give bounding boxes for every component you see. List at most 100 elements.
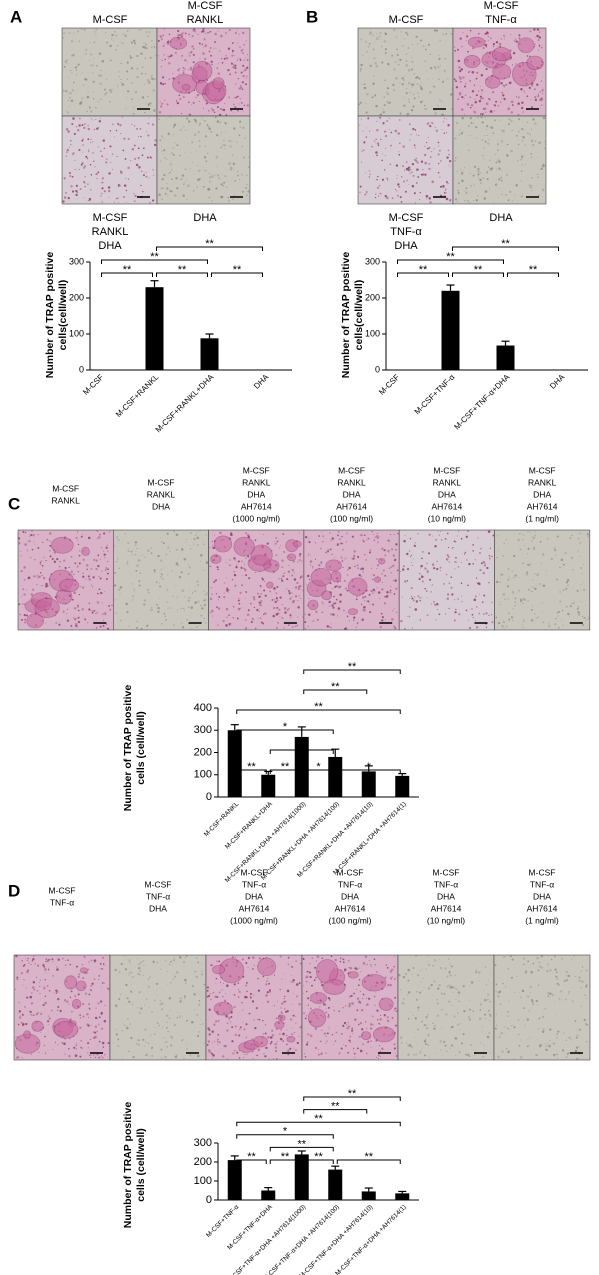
cell-dot bbox=[358, 595, 360, 597]
cell-dot bbox=[108, 172, 111, 175]
cell-dot bbox=[210, 54, 212, 57]
image-caption: RANKL bbox=[528, 477, 557, 487]
cell-dot bbox=[274, 1046, 278, 1049]
cell-dot bbox=[397, 183, 400, 186]
cell-dot bbox=[222, 139, 225, 142]
cell-dot bbox=[414, 542, 416, 544]
cell-dot bbox=[300, 561, 302, 563]
cell-dot bbox=[513, 1026, 516, 1029]
cell-dot bbox=[282, 1040, 284, 1042]
cell-dot bbox=[210, 587, 212, 589]
cell-dot bbox=[353, 619, 355, 621]
cell-dot bbox=[100, 591, 103, 595]
cell-dot bbox=[502, 94, 505, 97]
cell-dot bbox=[96, 611, 98, 614]
cell-dot bbox=[109, 101, 111, 103]
cell-dot bbox=[215, 977, 218, 980]
cell-dot bbox=[18, 1016, 22, 1019]
cell-dot bbox=[424, 173, 427, 176]
cell-dot bbox=[527, 600, 529, 602]
cell-dot bbox=[341, 542, 344, 545]
cell-dot bbox=[305, 1015, 308, 1017]
cell-dot bbox=[217, 599, 219, 601]
cell-dot bbox=[439, 1049, 441, 1051]
cell-dot bbox=[101, 967, 104, 970]
cell-dot bbox=[443, 1040, 446, 1043]
cell-dot bbox=[238, 1034, 241, 1037]
cell-dot bbox=[143, 147, 145, 150]
cell-dot bbox=[544, 141, 546, 143]
cell-dot bbox=[105, 569, 107, 571]
cell-dot bbox=[460, 108, 464, 111]
cell-dot bbox=[225, 624, 228, 627]
cell-dot bbox=[445, 1013, 448, 1016]
cell-dot bbox=[67, 92, 69, 94]
cell-dot bbox=[238, 134, 241, 137]
cell-dot bbox=[227, 196, 230, 199]
cell-dot bbox=[447, 149, 450, 152]
cell-dot bbox=[95, 612, 97, 615]
cell-dot bbox=[502, 129, 505, 133]
cell-dot bbox=[85, 53, 87, 55]
cell-dot bbox=[52, 1048, 54, 1050]
cell-dot bbox=[203, 569, 206, 571]
cell-dot bbox=[531, 106, 533, 109]
cell-dot bbox=[162, 83, 165, 86]
cell-dot bbox=[204, 169, 207, 172]
cell-dot bbox=[173, 1023, 177, 1027]
cell-dot bbox=[192, 985, 194, 988]
cell-dot bbox=[359, 1049, 363, 1053]
image-caption: DHA bbox=[98, 240, 122, 252]
cell-dot bbox=[545, 1045, 548, 1047]
cell-dot bbox=[523, 1025, 525, 1027]
cell-dot bbox=[130, 1036, 133, 1040]
cell-dot bbox=[210, 964, 213, 967]
cell-dot bbox=[399, 989, 401, 991]
cell-dot bbox=[464, 113, 466, 115]
cell-dot bbox=[174, 52, 177, 55]
cell-dot bbox=[374, 94, 377, 97]
cell-dot bbox=[207, 1027, 210, 1030]
cell-dot bbox=[545, 1048, 548, 1052]
cell-dot bbox=[160, 105, 163, 108]
cell-dot bbox=[279, 596, 282, 599]
cell-dot bbox=[168, 55, 171, 58]
cell-dot bbox=[200, 964, 202, 966]
cell-dot bbox=[574, 1020, 577, 1023]
cell-dot bbox=[504, 986, 507, 988]
cell-dot bbox=[86, 91, 88, 93]
cell-dot bbox=[531, 128, 533, 130]
cell-dot bbox=[39, 992, 41, 995]
cell-dot bbox=[500, 129, 503, 132]
cell-dot bbox=[237, 57, 239, 59]
osteoclast bbox=[372, 1026, 396, 1043]
cell-dot bbox=[87, 200, 89, 201]
cell-dot bbox=[70, 990, 73, 993]
cell-dot bbox=[242, 156, 246, 159]
cell-dot bbox=[506, 154, 509, 157]
cell-dot bbox=[326, 1040, 328, 1043]
cell-dot bbox=[88, 608, 91, 611]
cell-dot bbox=[322, 603, 324, 605]
cell-dot bbox=[249, 996, 252, 999]
cell-dot bbox=[132, 599, 135, 601]
cell-dot bbox=[224, 175, 227, 178]
cell-dot bbox=[408, 101, 410, 103]
cell-dot bbox=[433, 65, 436, 68]
cell-dot bbox=[513, 40, 516, 42]
cell-dot bbox=[167, 537, 169, 539]
cell-dot bbox=[289, 616, 292, 619]
cell-dot bbox=[403, 539, 406, 543]
cell-dot bbox=[388, 567, 391, 569]
cell-dot bbox=[45, 1051, 47, 1053]
cell-dot bbox=[350, 994, 353, 998]
cell-dot bbox=[314, 558, 316, 560]
cell-dot bbox=[71, 175, 74, 178]
cell-dot bbox=[129, 160, 132, 162]
cell-dot bbox=[117, 45, 119, 47]
cell-dot bbox=[520, 996, 522, 999]
cell-dot bbox=[290, 974, 292, 976]
cell-dot bbox=[197, 1054, 200, 1058]
cell-dot bbox=[175, 562, 179, 565]
cell-dot bbox=[95, 28, 98, 31]
